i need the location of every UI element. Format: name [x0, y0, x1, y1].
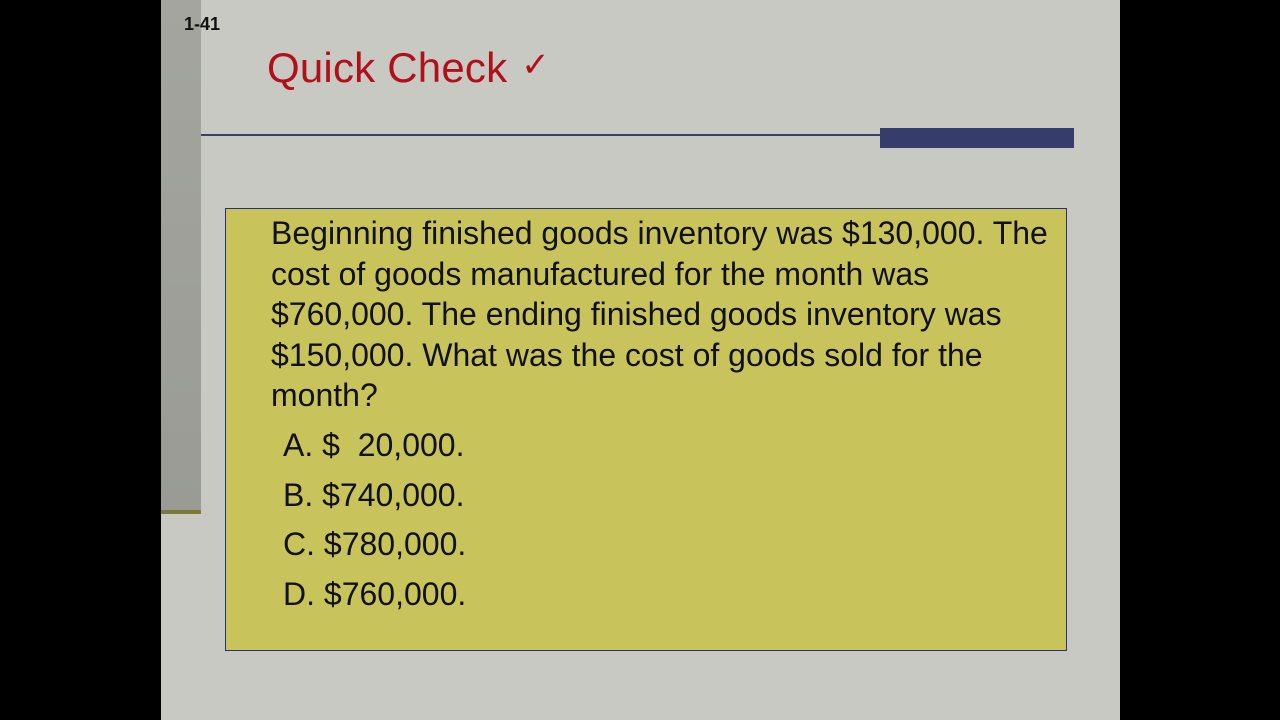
- slide: 1-41 Quick Check ✓ Beginning finished goo…: [161, 0, 1120, 720]
- option-c: C. $780,000.: [283, 526, 467, 562]
- checkmark-icon: ✓: [521, 46, 550, 84]
- option-b: B. $740,000.: [283, 476, 465, 513]
- divider-accent-block: [880, 128, 1074, 148]
- side-bar-decoration: [161, 0, 201, 510]
- option-a: A. $ 20,000.: [283, 427, 465, 463]
- question-text: Beginning finished goods inventory was $…: [271, 215, 1048, 413]
- title-text: Quick Check: [267, 44, 508, 91]
- answer-options: A. $ 20,000. B. $740,000. C. $780,000. D…: [283, 421, 466, 619]
- slide-number: 1-41: [184, 14, 221, 34]
- side-bar-accent-line: [161, 510, 201, 514]
- title-divider: [201, 134, 881, 136]
- option-d: D. $760,000.: [283, 575, 467, 612]
- slide-title: Quick Check ✓: [267, 44, 550, 92]
- question-box: Beginning finished goods inventory was $…: [225, 208, 1067, 651]
